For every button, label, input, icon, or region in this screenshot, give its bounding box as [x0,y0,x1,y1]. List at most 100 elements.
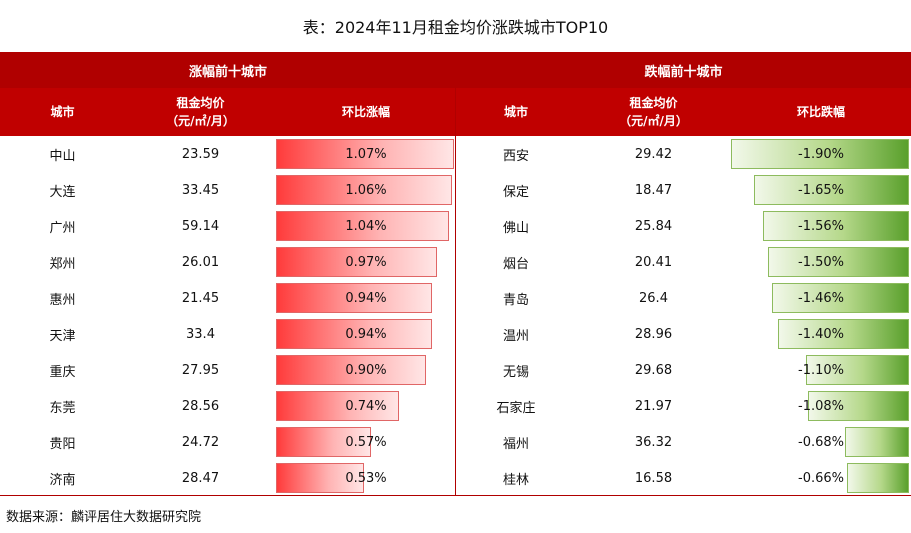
fall-bar [847,463,909,493]
price-cell: 18.47 [634,182,673,198]
change-label: 0.94% [345,326,387,342]
rise-bar [276,139,454,169]
fall-col-price-label: 租金均价 [629,96,678,110]
fall-group-header: 跌幅前十城市 [456,52,911,88]
fall-bar [762,211,909,241]
rise-group-header: 涨幅前十城市 [0,52,456,88]
city-cell: 重庆 [49,364,76,380]
price-cell: 25.84 [634,218,673,234]
rise-bar [276,211,449,241]
fall-bar [754,175,909,205]
fall-col-price: 租金均价 （元/㎡/月） [576,88,731,136]
price-cell: 27.95 [181,362,220,378]
source-note: 数据来源：麟评居住大数据研究院 [6,510,202,525]
fall-bar [772,283,909,313]
city-cell: 无锡 [502,364,529,380]
rise-col-price: 租金均价 （元/㎡/月） [125,88,276,136]
change-label: 0.53% [345,470,387,486]
fall-col-change: 环比跌幅 [731,88,911,136]
rise-col-city-label: 城市 [50,105,75,119]
city-cell: 西安 [502,148,529,164]
change-label: -1.46% [798,290,844,306]
table-row: 中山 23.59 1.07% [0,136,456,172]
table-row: 广州 59.14 1.04% [0,208,456,244]
table-row: 无锡 29.68 -1.10% [456,352,911,388]
table-row: 惠州 21.45 0.94% [0,280,456,316]
city-cell: 惠州 [49,292,76,308]
table-row: 佛山 25.84 -1.56% [456,208,911,244]
table-row: 西安 29.42 -1.90% [456,136,911,172]
price-cell: 16.58 [634,470,673,486]
price-cell: 59.14 [181,218,220,234]
fall-col-city: 城市 [456,88,576,136]
table-row: 大连 33.45 1.06% [0,172,456,208]
change-label: -1.50% [798,254,844,270]
change-label: -1.40% [798,326,844,342]
change-label: -1.08% [798,398,844,414]
fall-rows: 西安 29.42 -1.90% 保定 18.47 -1.65% 佛山 25.84 -1.56% 烟… [456,136,911,495]
table-row: 桂林 16.58 -0.66% [456,460,911,496]
rise-col-city: 城市 [0,88,125,136]
fall-bar [805,355,909,385]
price-cell: 23.59 [181,146,220,162]
price-cell: 28.96 [634,326,673,342]
rise-col-price-unit: （元/㎡/月） [166,114,235,128]
city-cell: 桂林 [502,472,529,488]
rise-col-price-label: 租金均价 [176,96,225,110]
rise-bar [276,175,453,205]
table-row: 天津 33.4 0.94% [0,316,456,352]
table-bottom-border [0,495,911,496]
rise-col-change: 环比涨幅 [276,88,456,136]
change-label: -0.66% [798,470,844,486]
price-cell: 21.97 [634,398,673,414]
city-cell: 广州 [49,220,76,236]
city-cell: 东莞 [49,400,76,416]
fall-bar [845,427,909,457]
city-cell: 佛山 [502,220,529,236]
price-cell: 36.32 [634,434,673,450]
price-cell: 33.4 [186,326,215,342]
city-cell: 石家庄 [496,400,536,416]
rise-bar [276,355,426,385]
table-row: 郑州 26.01 0.97% [0,244,456,280]
price-cell: 29.42 [634,146,673,162]
city-cell: 济南 [49,472,76,488]
change-label: -1.90% [798,146,844,162]
rent-change-table: 涨幅前十城市 城市 租金均价 （元/㎡/月） 环比涨幅 中山 23.59 1.07%… [0,52,911,495]
fall-bar [731,139,909,169]
city-cell: 郑州 [49,256,76,272]
rise-table: 涨幅前十城市 城市 租金均价 （元/㎡/月） 环比涨幅 中山 23.59 1.07%… [0,52,456,495]
rise-col-change-label: 环比涨幅 [341,105,390,119]
change-label: 0.90% [345,362,387,378]
rise-bar [276,391,400,421]
table-row: 济南 28.47 0.53% [0,460,456,496]
city-cell: 烟台 [502,256,529,272]
change-label: -1.65% [798,182,844,198]
change-label: 1.07% [345,146,387,162]
table-row: 烟台 20.41 -1.50% [456,244,911,280]
change-label: 1.06% [345,182,387,198]
table-row: 重庆 27.95 0.90% [0,352,456,388]
price-cell: 28.56 [181,398,220,414]
page-title: 表：2024年11月租金均价涨跌城市TOP10 [302,18,609,37]
city-cell: 天津 [49,328,76,344]
city-cell: 青岛 [502,292,529,308]
table-row: 贵阳 24.72 0.57% [0,424,456,460]
rise-bar [276,247,438,277]
change-label: -1.10% [798,362,844,378]
fall-col-city-label: 城市 [503,105,528,119]
rise-bar [276,319,433,349]
table-row: 福州 36.32 -0.68% [456,424,911,460]
fall-bar [768,247,909,277]
fall-bar [777,319,909,349]
table-row: 青岛 26.4 -1.46% [456,280,911,316]
city-cell: 贵阳 [49,436,76,452]
city-cell: 大连 [49,184,76,200]
fall-col-price-unit: （元/㎡/月） [619,114,688,128]
price-cell: 24.72 [181,434,220,450]
city-cell: 温州 [502,328,529,344]
city-cell: 中山 [49,148,76,164]
city-cell: 保定 [502,184,529,200]
change-label: 1.04% [345,218,387,234]
rise-rows: 中山 23.59 1.07% 大连 33.45 1.06% 广州 59.14 1.04% 郑州 26… [0,136,456,495]
